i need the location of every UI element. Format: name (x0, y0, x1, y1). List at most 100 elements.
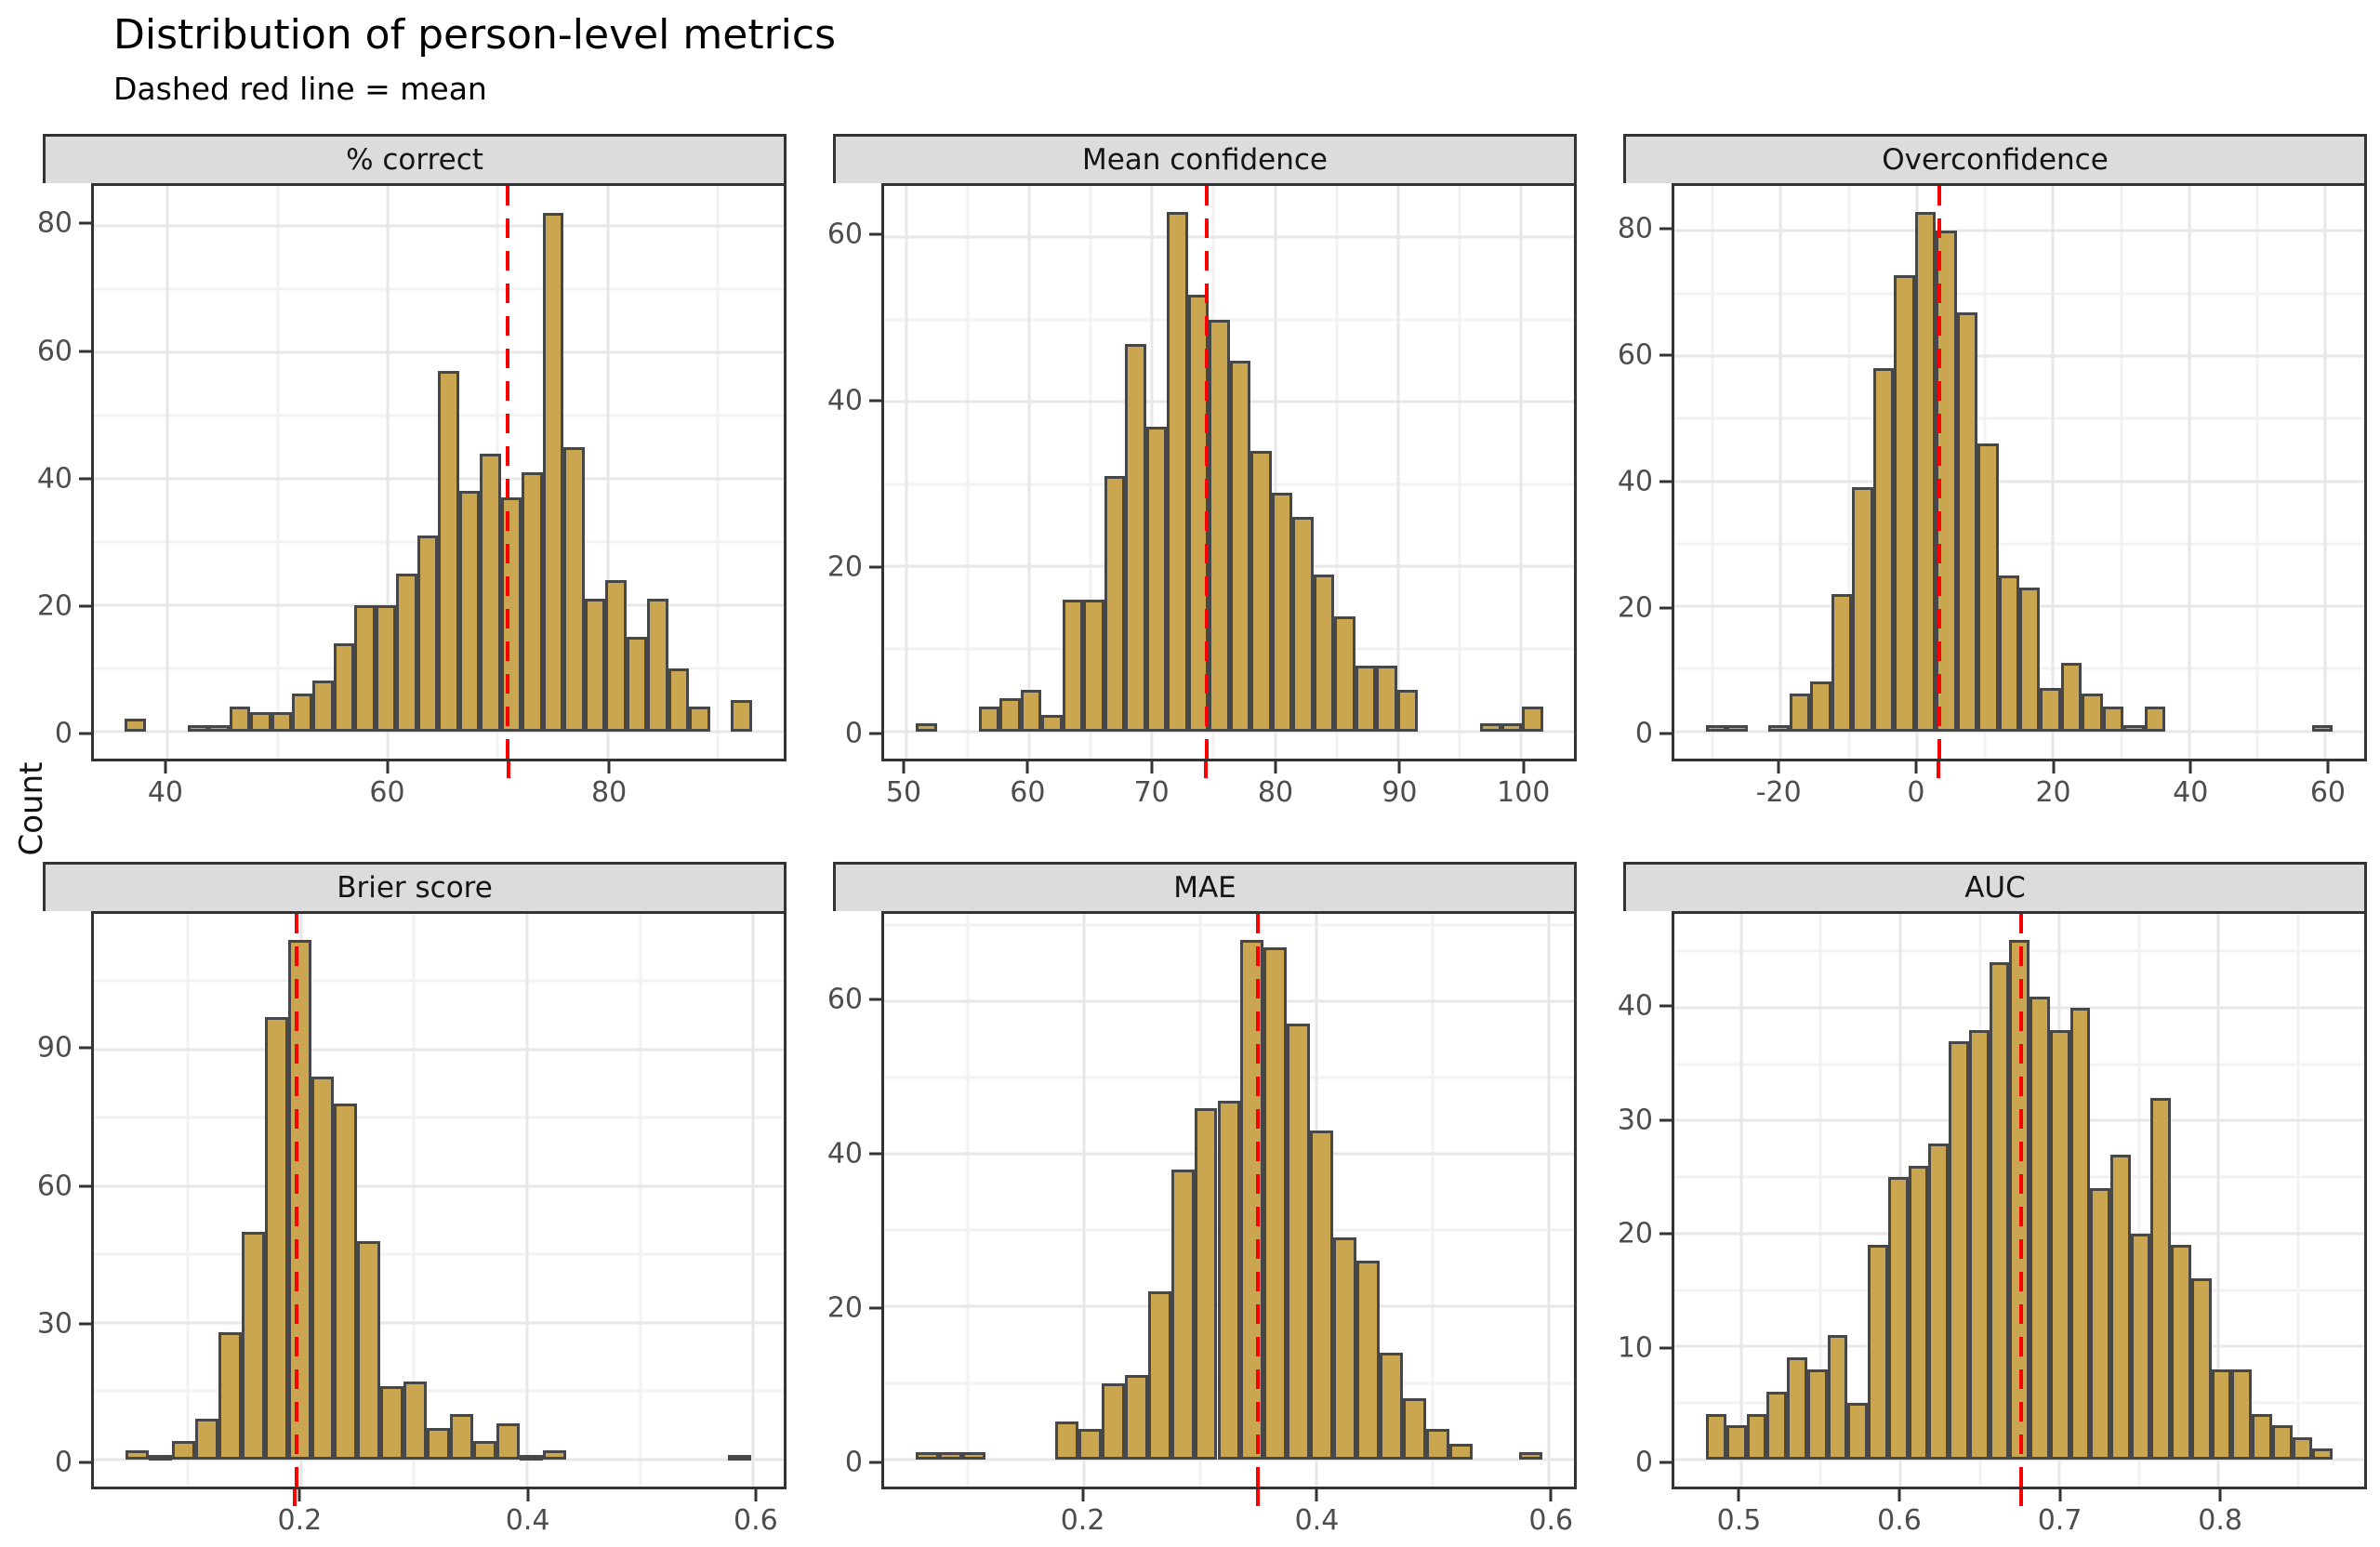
facet-panel: Overconfidence 0 20 40 60 80 -20 0 20 40 60 (1618, 134, 2367, 812)
x-tick-mark (164, 761, 167, 774)
x-tick-mark (1737, 1489, 1740, 1501)
mean-line (505, 186, 509, 759)
histogram-bar (1872, 368, 1895, 732)
gridline-major-h (884, 730, 1574, 734)
histogram-bar (1908, 1165, 1929, 1460)
x-tick-mark (754, 1489, 758, 1501)
x-tick-label: 0.6 (1528, 1504, 1574, 1537)
histogram-bar (1333, 1237, 1357, 1460)
histogram-bar (416, 535, 439, 732)
y-tick-mark (869, 732, 881, 735)
histogram-bar (1768, 725, 1790, 732)
histogram-bar (375, 604, 397, 732)
x-tick-mark (1914, 761, 1918, 774)
histogram-bar (2049, 1030, 2070, 1460)
histogram-bar (171, 1441, 195, 1460)
x-tick-label: 0.2 (277, 1504, 323, 1537)
facet-strip-label: Brier score (337, 871, 493, 905)
histogram-bar (1968, 1030, 1990, 1460)
y-tick-label: 0 (844, 717, 863, 750)
histogram-bar (1977, 443, 1999, 732)
histogram-bar (2211, 1368, 2232, 1460)
gridline-major-v (1082, 914, 1086, 1487)
facet-strip-label: MAE (1173, 871, 1236, 905)
gridline-minor-v (1089, 186, 1092, 759)
histogram-bar (403, 1382, 428, 1460)
x-tick-mark (1522, 761, 1526, 774)
mean-line (294, 914, 298, 1487)
histogram-bar (605, 579, 627, 732)
histogram-bar (542, 213, 564, 732)
histogram-bar (1403, 1398, 1427, 1460)
gridline-major-v (1519, 186, 1523, 759)
histogram-bar (2090, 1188, 2110, 1460)
gridline-minor-v (639, 914, 642, 1487)
x-tick-label: 0.4 (505, 1504, 550, 1537)
plot-row: 0 10 20 30 40 (1618, 911, 2367, 1489)
gridline-minor-h (94, 979, 784, 983)
histogram-bar (1914, 212, 1937, 732)
facet-strip-label: % correct (346, 143, 483, 177)
gridline-minor-v (1847, 186, 1850, 759)
histogram-bar (978, 707, 1000, 732)
x-tick-label: 40 (147, 776, 184, 809)
histogram-bar (2252, 1414, 2272, 1460)
y-tick-mark (79, 732, 91, 735)
y-tick-mark (869, 565, 881, 569)
y-tick-label: 20 (1617, 591, 1653, 625)
gridline-major-h (94, 1321, 784, 1325)
histogram-bar (1167, 212, 1188, 732)
x-axis: 50 60 70 80 90 100 (881, 761, 1577, 812)
histogram-bar (1894, 274, 1915, 732)
histogram-bar (2123, 725, 2145, 732)
histogram-bar (689, 706, 710, 732)
gridline-major-v (606, 186, 610, 759)
plot-area (91, 911, 787, 1489)
histogram-bar (668, 668, 690, 732)
facet-grid: % correct 0 20 40 60 80 40 60 80 Mean confidence 0… (37, 134, 2367, 1540)
histogram-bar (480, 453, 501, 732)
histogram-bar (1250, 451, 1272, 732)
y-tick-mark (1659, 1118, 1672, 1121)
histogram-bar (1831, 593, 1853, 732)
x-axis: -20 0 20 40 60 (1672, 761, 2367, 812)
histogram-bar (1449, 1444, 1474, 1460)
histogram-bar (1998, 575, 2019, 732)
gridline-major-v (1778, 186, 1782, 759)
y-tick-mark (79, 350, 91, 353)
y-tick-label: 60 (826, 218, 863, 251)
histogram-bar (2082, 694, 2103, 732)
histogram-bar (1334, 615, 1355, 732)
histogram-bar (1083, 599, 1104, 732)
gridline-major-h (94, 1048, 784, 1051)
y-tick-mark (869, 1461, 881, 1464)
histogram-bar (1827, 1335, 1848, 1460)
mean-line (1256, 914, 1261, 1487)
y-tick-label: 0 (54, 1446, 73, 1479)
gridline-major-v (1547, 914, 1551, 1487)
y-tick-label: 30 (36, 1307, 73, 1341)
y-tick-label: 40 (1617, 465, 1653, 498)
histogram-bar (519, 1454, 543, 1461)
gridline-major-h (1674, 730, 2364, 734)
x-tick-label: 0.5 (1716, 1504, 1762, 1537)
x-tick-mark (1081, 1489, 1085, 1501)
gridline-major-v (2188, 186, 2191, 759)
histogram-bar (1847, 1403, 1869, 1460)
y-tick-label: 10 (1617, 1331, 1653, 1365)
histogram-bar (1789, 694, 1811, 732)
x-tick-mark (1549, 1489, 1553, 1501)
histogram-bar (1271, 492, 1293, 732)
histogram-bar (194, 1418, 218, 1460)
histogram-bar (148, 1454, 172, 1461)
y-tick-label: 40 (826, 384, 863, 417)
gridline-minor-v (966, 186, 970, 759)
x-tick-label: 50 (885, 776, 922, 809)
x-tick-label: 40 (2173, 776, 2209, 809)
histogram-bar (208, 724, 230, 732)
gridline-major-v (2216, 914, 2220, 1487)
gridline-major-h (1674, 229, 2364, 232)
histogram-bar (334, 1104, 358, 1460)
histogram-bar (2190, 1278, 2212, 1460)
